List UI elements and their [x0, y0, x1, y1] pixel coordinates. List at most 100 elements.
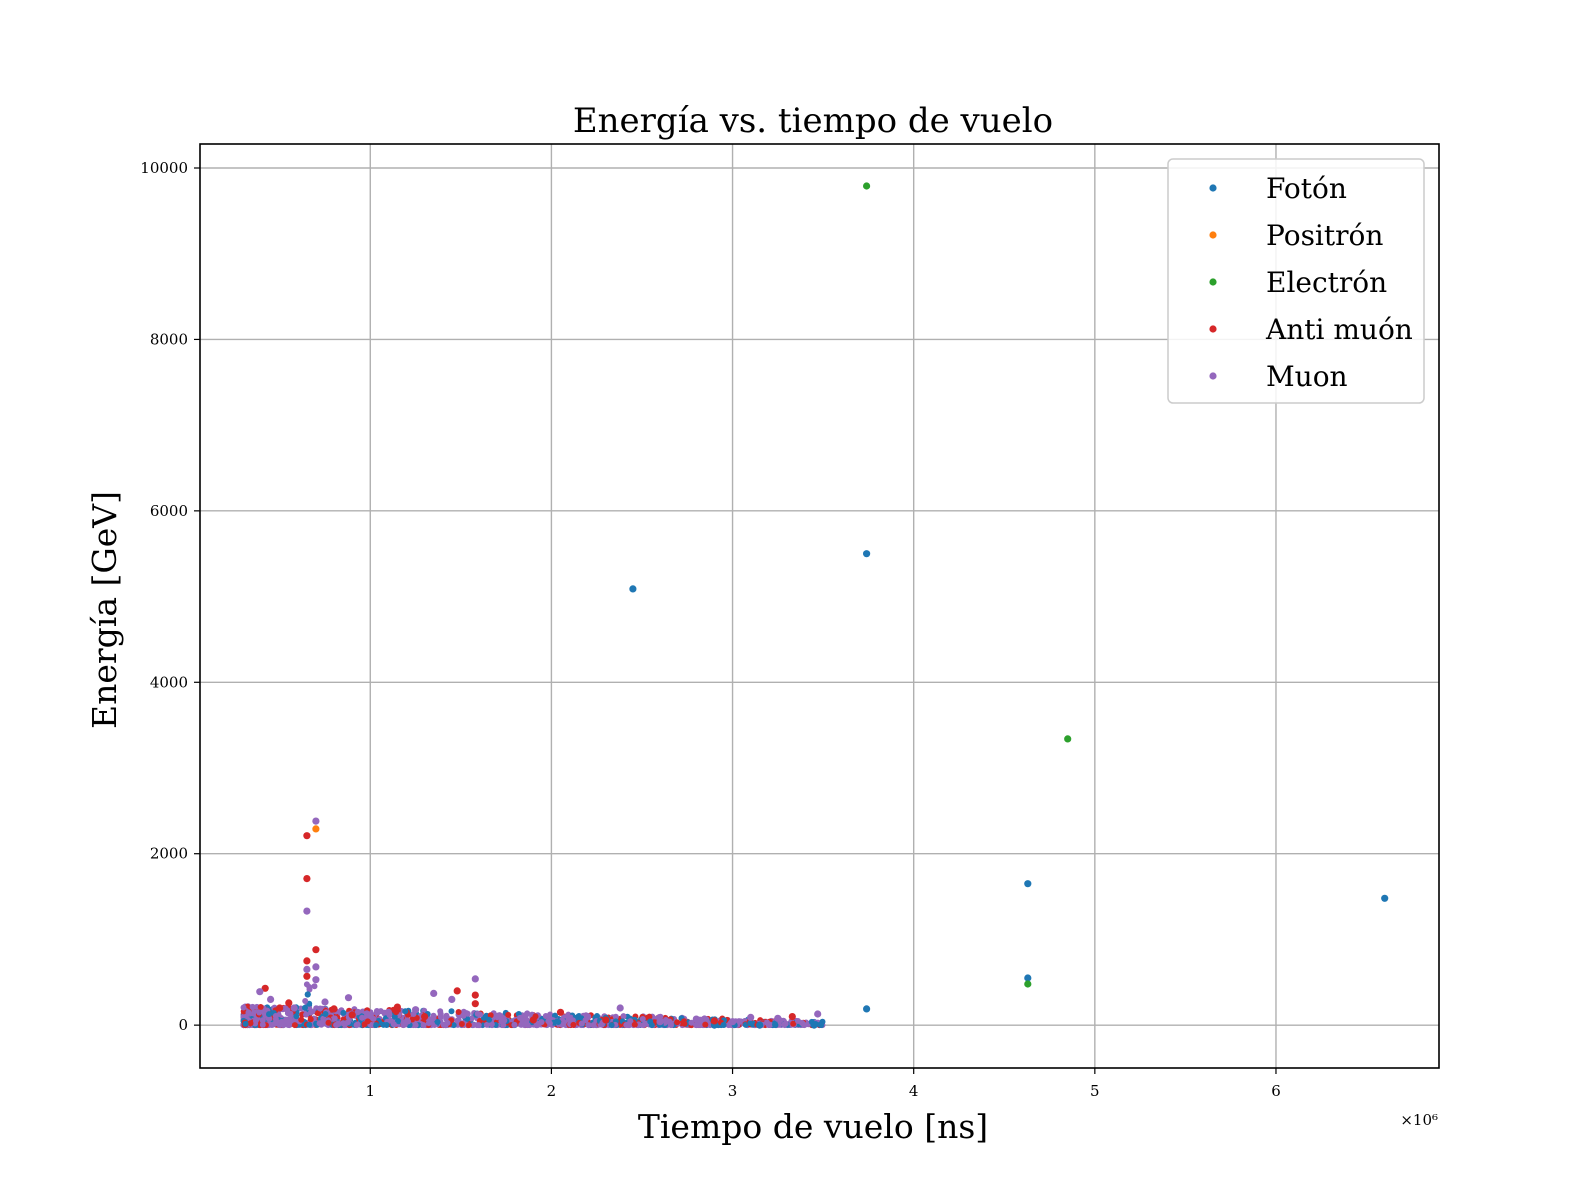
data-point	[345, 994, 352, 1001]
cluster-point	[517, 1015, 523, 1021]
x-axis-offset-label: ×10⁶	[1400, 1111, 1438, 1129]
data-point	[729, 1018, 736, 1025]
cluster-point	[317, 1020, 323, 1026]
cluster-point	[579, 1021, 585, 1027]
legend-label: Fotón	[1266, 172, 1347, 205]
x-tick-label: 2	[547, 1082, 557, 1100]
cluster-point	[505, 1012, 511, 1018]
cluster-point	[702, 1022, 708, 1028]
cluster-point	[554, 1019, 560, 1025]
x-tick-label: 4	[909, 1082, 919, 1100]
cluster-point	[534, 1022, 540, 1028]
data-point	[267, 996, 274, 1003]
cluster-point	[355, 1022, 361, 1028]
data-point	[256, 988, 263, 995]
y-tick-label: 0	[178, 1016, 188, 1034]
data-point	[303, 908, 310, 915]
data-point	[863, 1005, 870, 1012]
data-point	[321, 998, 328, 1005]
cluster-point	[302, 1005, 308, 1011]
cluster-point	[693, 1022, 699, 1028]
legend-label: Anti muón	[1265, 313, 1413, 346]
cluster-point	[681, 1021, 687, 1027]
data-point	[303, 973, 310, 980]
legend: Fotón Positrón Electrón Anti muón Muon	[1168, 159, 1424, 403]
data-point	[472, 1000, 479, 1007]
cluster-point	[355, 1009, 361, 1015]
data-point	[584, 1013, 591, 1020]
data-point	[472, 992, 479, 999]
y-axis-label: Energía [GeV]	[85, 491, 124, 729]
cluster-point	[764, 1020, 770, 1026]
cluster-point	[302, 998, 308, 1004]
cluster-point	[649, 1022, 655, 1028]
legend-marker	[1209, 231, 1216, 238]
cluster-point	[795, 1018, 801, 1024]
cluster-point	[545, 1018, 551, 1024]
cluster-point	[278, 1022, 284, 1028]
data-point	[789, 1013, 796, 1020]
cluster-point	[323, 1011, 329, 1017]
cluster-point	[621, 1013, 627, 1019]
cluster-point	[459, 1021, 465, 1027]
cluster-point	[246, 1009, 252, 1015]
cluster-point	[308, 1016, 314, 1022]
cluster-point	[674, 1019, 680, 1025]
cluster-point	[625, 1022, 631, 1028]
legend-label: Muon	[1266, 360, 1348, 393]
cluster-point	[250, 1004, 256, 1010]
cluster-point	[260, 1022, 266, 1028]
y-tick-label: 8000	[150, 330, 188, 348]
cluster-point	[609, 1022, 615, 1028]
data-point	[747, 1014, 754, 1021]
cluster-point	[317, 1006, 323, 1012]
data-point	[756, 1022, 763, 1029]
cluster-point	[512, 1022, 518, 1028]
cluster-point	[308, 1009, 314, 1015]
data-point	[863, 550, 870, 557]
cluster-point	[378, 1008, 384, 1014]
cluster-point	[543, 1013, 549, 1019]
cluster-point	[818, 1022, 824, 1028]
cluster-point	[340, 1010, 346, 1016]
cluster-point	[477, 1012, 483, 1018]
data-point	[330, 1005, 337, 1012]
data-point	[1024, 980, 1031, 987]
data-point	[863, 182, 870, 189]
data-point	[693, 1016, 700, 1023]
cluster-point	[486, 1017, 492, 1023]
cluster-point	[402, 1008, 408, 1014]
legend-marker	[1209, 184, 1216, 191]
data-point	[303, 966, 310, 973]
cluster-point	[305, 992, 311, 998]
data-point	[303, 875, 310, 882]
cluster-point	[461, 1013, 467, 1019]
cluster-point	[306, 1022, 312, 1028]
data-point	[312, 818, 319, 825]
legend-marker	[1209, 372, 1216, 379]
data-point	[711, 1017, 718, 1024]
x-tick-label: 1	[365, 1082, 375, 1100]
cluster-point	[312, 983, 318, 989]
cluster-point	[570, 1022, 576, 1028]
legend-label: Positrón	[1266, 219, 1383, 252]
cluster-point	[442, 1022, 448, 1028]
cluster-point	[373, 1022, 379, 1028]
cluster-point	[381, 1022, 387, 1028]
cluster-point	[640, 1016, 646, 1022]
y-tick-label: 6000	[150, 502, 188, 520]
data-point	[494, 1013, 501, 1020]
chart-title: Energía vs. tiempo de vuelo	[573, 101, 1053, 141]
cluster-point	[421, 1022, 427, 1028]
cluster-point	[284, 1018, 290, 1024]
y-tick-label: 4000	[150, 673, 188, 691]
data-point	[285, 999, 292, 1006]
x-axis-ticks: 1 2 3 4 5 6	[365, 1068, 1280, 1100]
data-point	[312, 963, 319, 970]
cluster-point	[781, 1022, 787, 1028]
cluster-point	[326, 1020, 332, 1026]
y-tick-label: 2000	[150, 845, 188, 863]
cluster-point	[336, 1021, 342, 1027]
legend-marker	[1209, 325, 1216, 332]
data-point	[412, 1006, 419, 1013]
